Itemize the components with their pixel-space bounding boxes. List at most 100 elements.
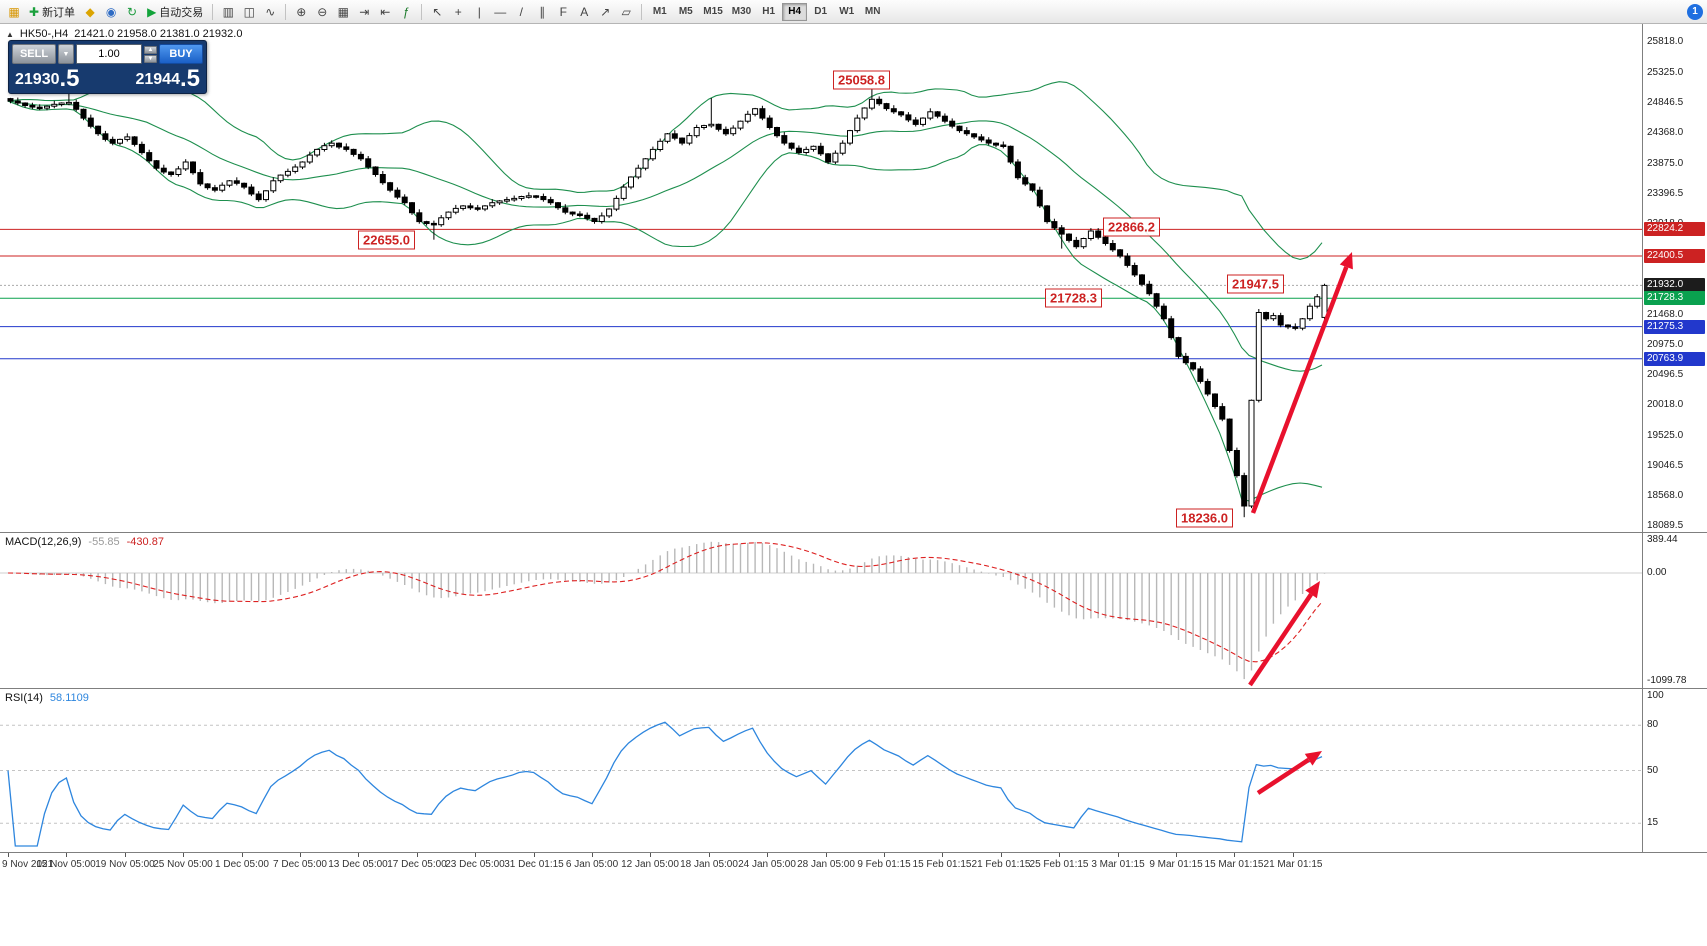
candle	[124, 136, 131, 140]
volume-dropdown-button[interactable]: ▼	[58, 44, 74, 64]
buy-price-main: 21944	[135, 71, 180, 88]
candle	[920, 117, 926, 125]
time-axis[interactable]: 9 Nov 2021 15 Nov 05:00 19 Nov 05:00 25 Nov…	[0, 852, 1707, 873]
zoom-out-icon: ⊖	[317, 4, 328, 19]
volume-up-icon[interactable]: ▲	[144, 45, 157, 54]
collapse-icon[interactable]: ▲	[6, 29, 14, 39]
macd-axis[interactable]: 389.44 0.00 -1099.78	[1642, 533, 1707, 688]
time-label: 9 Nov 2021	[2, 859, 54, 870]
channel-icon[interactable]: ∥	[532, 2, 552, 22]
candle	[642, 158, 649, 169]
app-icon[interactable]: ▦	[4, 2, 24, 22]
tile-windows-icon[interactable]: ▦	[333, 2, 353, 22]
new-order-button[interactable]: ✚ 新订单	[25, 2, 79, 22]
candle	[752, 108, 759, 115]
buy-button[interactable]: BUY	[159, 44, 203, 64]
candle	[1146, 283, 1153, 295]
autotrading-button[interactable]: ▶ 自动交易	[143, 2, 207, 22]
zoom-in-icon[interactable]: ⊕	[291, 2, 311, 22]
text-icon: A	[580, 4, 589, 19]
price-axis[interactable]: 25818.0 25325.0 24846.5 24368.0 23875.0 23396…	[1642, 24, 1707, 532]
bar-chart-icon[interactable]: ▥	[218, 2, 238, 22]
candle	[314, 148, 321, 156]
period-button-m15[interactable]: M15	[703, 6, 723, 17]
macd-main-value: -55.85	[88, 536, 120, 548]
candle	[474, 207, 481, 210]
line-chart-icon[interactable]: ∿	[260, 2, 280, 22]
candle	[255, 193, 262, 201]
volume-down-icon[interactable]: ▼	[144, 54, 157, 63]
candle	[1000, 144, 1007, 147]
period-button-m30[interactable]: M30	[731, 6, 752, 17]
chart-shift-icon[interactable]: ⇤	[375, 2, 395, 22]
time-tick	[66, 853, 67, 857]
cursor-icon[interactable]: ↖	[427, 2, 447, 22]
candle	[328, 142, 335, 147]
quotes-icon[interactable]: ◆	[80, 2, 100, 22]
period-button-h1[interactable]: H1	[762, 6, 776, 17]
candle	[620, 186, 627, 199]
main-chart-plot[interactable]: ▲ HK50-,H4 21421.0 21958.0 21381.0 21932…	[0, 24, 1642, 532]
candle	[774, 127, 780, 137]
candle	[540, 196, 547, 201]
time-label: 18 Jan 05:00	[680, 859, 738, 870]
candle	[496, 200, 503, 204]
trendline-icon[interactable]: /	[511, 2, 531, 22]
price-tick: 24846.5	[1647, 97, 1684, 108]
buy-price: 21944 .5	[135, 67, 200, 91]
indicators-icon[interactable]: ƒ	[396, 2, 416, 22]
price-tick: 25818.0	[1647, 36, 1684, 47]
rsi-name: RSI(14)	[5, 692, 43, 704]
macd-name: MACD(12,26,9)	[5, 536, 82, 548]
shapes-icon[interactable]: ▱	[616, 2, 636, 22]
candle	[160, 167, 167, 173]
accounts-icon[interactable]: ◉	[101, 2, 121, 22]
macd-signal-line	[7, 542, 1323, 663]
candle	[649, 148, 656, 160]
period-button-m5[interactable]: M5	[678, 6, 693, 17]
bollinger-band	[7, 100, 1323, 372]
time-tick	[1176, 853, 1177, 857]
rsi-axis[interactable]: 100 80 50 15	[1642, 689, 1707, 852]
refresh-icon[interactable]: ↻	[122, 2, 142, 22]
period-button-d1[interactable]: D1	[814, 6, 828, 17]
period-button-w1[interactable]: W1	[839, 6, 855, 17]
rsi-plot[interactable]: RSI(14) 58.1109	[0, 689, 1642, 852]
chart-header: ▲ HK50-,H4 21421.0 21958.0 21381.0 21932…	[6, 28, 242, 40]
price-tick: 20018.0	[1647, 399, 1684, 410]
one-click-trading-panel: SELL ▼ ▲ ▼ BUY 21930 .5 21944 .5	[8, 40, 207, 94]
macd-plot[interactable]: MACD(12,26,9) -55.85 -430.87	[0, 533, 1642, 688]
candle	[146, 152, 153, 162]
candlestick-chart-icon[interactable]: ◫	[239, 2, 259, 22]
period-button-h4[interactable]: H4	[782, 2, 808, 21]
candle	[503, 199, 510, 202]
volume-stepper[interactable]: ▲ ▼	[144, 44, 157, 64]
candle	[993, 142, 999, 146]
time-tick	[1293, 853, 1294, 857]
text-icon[interactable]: A	[574, 2, 594, 22]
bottom-empty-area	[0, 873, 1707, 946]
horizontal-line-icon[interactable]: —	[490, 2, 510, 22]
period-button-m1[interactable]: M1	[652, 6, 667, 17]
fibonacci-icon[interactable]: F	[553, 2, 573, 22]
zoom-out-icon[interactable]: ⊖	[312, 2, 332, 22]
sell-button[interactable]: SELL	[12, 44, 56, 64]
period-button-mn[interactable]: MN	[864, 6, 881, 17]
candle	[971, 133, 978, 138]
notification-badge[interactable]: 1	[1687, 3, 1703, 20]
time-label: 25 Nov 05:00	[153, 859, 213, 870]
candle	[635, 167, 642, 178]
autotrading-button-label: 自动交易	[159, 6, 204, 19]
auto-scroll-icon: ⇥	[359, 4, 370, 19]
time-tick	[358, 853, 359, 857]
bollinger-band	[7, 100, 1323, 502]
auto-scroll-icon[interactable]: ⇥	[354, 2, 374, 22]
candle	[737, 120, 744, 129]
crosshair-icon[interactable]: +	[448, 2, 468, 22]
vertical-line-icon[interactable]: |	[469, 2, 489, 22]
autotrading-button-icon: ▶	[147, 4, 157, 19]
volume-input[interactable]	[76, 44, 142, 64]
candle	[1080, 238, 1087, 248]
macd-tick: 0.00	[1647, 567, 1667, 578]
arrow-tool-icon[interactable]: ↗	[595, 2, 615, 22]
